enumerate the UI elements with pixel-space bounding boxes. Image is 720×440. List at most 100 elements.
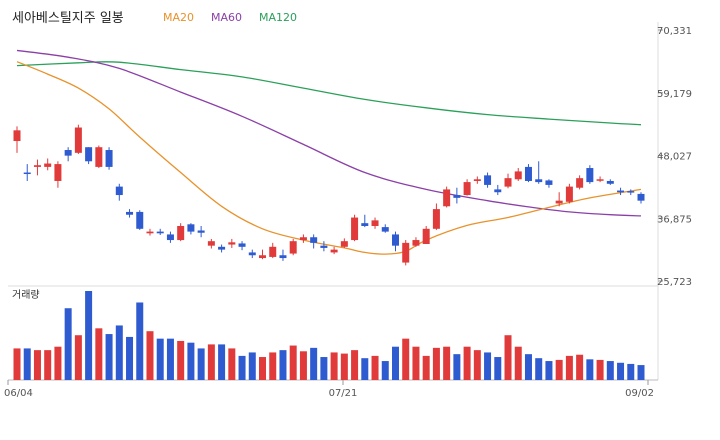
volume-bar — [228, 348, 236, 380]
candle — [361, 214, 369, 228]
chart-title: 세아베스틸지주 일봉 — [12, 11, 124, 26]
candle-body — [197, 230, 205, 233]
volume-bar — [381, 361, 389, 380]
candle-body — [156, 231, 164, 234]
volume-bar — [259, 357, 267, 380]
candle — [289, 238, 297, 256]
volume-bar — [320, 357, 328, 380]
candle — [637, 192, 645, 204]
candle-body — [207, 241, 215, 246]
volume-bar — [606, 361, 614, 380]
volume-bar — [432, 347, 440, 380]
volume-bar — [576, 354, 584, 380]
candle — [33, 159, 41, 176]
candle-body — [44, 163, 52, 167]
ma60-line — [16, 49, 642, 217]
candle — [606, 179, 614, 185]
volume-bar — [412, 346, 420, 380]
candlestick-series — [13, 124, 645, 266]
candle-body — [289, 241, 297, 254]
candle-body — [514, 171, 522, 180]
volume-bar — [289, 345, 297, 380]
candle — [443, 186, 451, 208]
candle-body — [371, 220, 379, 226]
volume-bar — [54, 346, 62, 380]
candle-body — [74, 127, 82, 153]
candle — [422, 225, 430, 244]
candle — [279, 249, 287, 261]
volume-bar — [13, 348, 21, 380]
candle-body — [361, 223, 369, 226]
candle — [463, 179, 471, 196]
candle-body — [402, 242, 410, 263]
volume-bar — [453, 354, 461, 380]
candle-body — [596, 179, 604, 181]
candle — [320, 241, 328, 252]
candle — [627, 189, 635, 196]
candle-body — [33, 165, 41, 167]
candle-body — [565, 186, 573, 202]
candle — [351, 214, 359, 242]
volume-bar — [64, 308, 72, 380]
volume-bar — [197, 348, 205, 380]
candle — [494, 184, 502, 196]
candle — [238, 241, 246, 251]
legend-entry-ma120: MA120 — [259, 11, 297, 24]
candle — [504, 173, 512, 189]
candle — [565, 183, 573, 204]
volume-bar — [371, 355, 379, 380]
volume-bar — [105, 334, 113, 380]
candle — [412, 237, 420, 247]
candle — [44, 158, 52, 171]
volume-bar — [248, 352, 256, 380]
candle-body — [218, 246, 226, 250]
volume-bar — [126, 336, 134, 380]
candle-body — [351, 217, 359, 241]
candle — [54, 161, 62, 188]
candle-body — [606, 180, 614, 184]
candle-body — [177, 225, 185, 241]
volume-bar — [443, 346, 451, 380]
candle-body — [95, 147, 103, 167]
y-tick-label: 25,723 — [657, 277, 692, 288]
candle-body — [279, 255, 287, 259]
candle — [586, 165, 594, 184]
candle-body — [473, 179, 481, 181]
volume-bar — [627, 363, 635, 380]
candle-body — [637, 193, 645, 201]
candle-body — [248, 252, 256, 256]
candle — [166, 231, 174, 243]
candle-body — [586, 168, 594, 183]
candle — [74, 124, 82, 154]
volume-bar — [361, 358, 369, 380]
candle — [299, 234, 307, 243]
candle — [576, 175, 584, 190]
candle — [269, 242, 277, 259]
candle-body — [524, 166, 532, 181]
volume-bar — [166, 338, 174, 380]
candle — [64, 147, 72, 162]
ma120-line — [16, 61, 642, 126]
volume-bar — [299, 351, 307, 380]
candle — [248, 249, 256, 259]
volume-bar — [146, 331, 154, 380]
candle-body — [126, 211, 134, 215]
candle — [259, 249, 267, 260]
volume-bar — [637, 365, 645, 380]
candle-body — [484, 175, 492, 185]
volume-bar — [330, 352, 338, 380]
candle-body — [136, 211, 144, 229]
volume-bar — [218, 344, 226, 380]
candle-body — [422, 228, 430, 244]
candle-body — [391, 234, 399, 246]
candle-body — [228, 242, 236, 245]
candle — [617, 187, 625, 196]
candle-body — [238, 243, 246, 247]
candle — [473, 176, 481, 184]
candle — [391, 231, 399, 252]
volume-bar — [514, 346, 522, 380]
volume-bar — [473, 350, 481, 380]
volume-bar — [136, 302, 144, 380]
volume-bar — [524, 354, 532, 380]
